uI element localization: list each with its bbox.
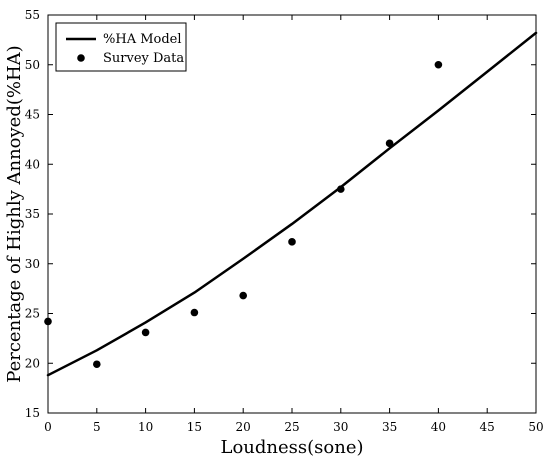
- survey-data-point: [239, 291, 247, 300]
- x-tick-label: 0: [44, 420, 52, 434]
- x-tick-label: 10: [138, 420, 153, 434]
- plot-frame: [47, 14, 537, 414]
- x-tick-label: 20: [236, 420, 251, 434]
- y-tick-label: 35: [25, 207, 40, 221]
- survey-data-point: [434, 60, 443, 69]
- y-tick-label: 25: [25, 307, 40, 321]
- legend-label-ha-model: %HA Model: [103, 32, 182, 47]
- legend: %HA Model Survey Data: [55, 22, 187, 72]
- y-tick-label: 45: [25, 108, 40, 122]
- legend-label-survey-data: Survey Data: [103, 51, 184, 66]
- y-tick-label: 30: [25, 257, 40, 271]
- y-tick-label: 20: [25, 356, 40, 370]
- x-tick-label: 50: [528, 420, 543, 434]
- x-tick-label: 45: [480, 420, 495, 434]
- x-axis-label: Loudness(sone): [221, 437, 364, 458]
- survey-data-point: [385, 139, 394, 148]
- legend-box: [55, 22, 187, 72]
- survey-data-point: [288, 238, 296, 246]
- axes: 0 5 10 15 20 25 30 35 40 45 50 15 20 25 30 35 40 45 50 55 Lo…: [4, 8, 544, 458]
- x-tick-label: 35: [382, 420, 397, 434]
- y-tick-label: 15: [25, 406, 40, 420]
- x-tick-label: 25: [284, 420, 299, 434]
- series-line-ha-model: [46, 31, 538, 377]
- x-tick-label: 40: [431, 420, 446, 434]
- x-tick-label: 5: [93, 420, 101, 434]
- x-tick-label: 30: [333, 420, 348, 434]
- x-tick-label: 15: [187, 420, 202, 434]
- legend-marker-survey-data: [77, 54, 85, 62]
- y-tick-label: 55: [25, 8, 40, 22]
- plot-area: [44, 31, 538, 377]
- survey-data-point: [190, 308, 199, 317]
- survey-data-point: [141, 328, 150, 337]
- y-axis-label: Percentage of Highly Annoyed(%HA): [4, 45, 25, 382]
- survey-data-point: [93, 360, 101, 369]
- survey-data-point: [337, 185, 345, 193]
- y-tick-label: 50: [25, 58, 40, 72]
- y-tick-label: 40: [25, 157, 40, 171]
